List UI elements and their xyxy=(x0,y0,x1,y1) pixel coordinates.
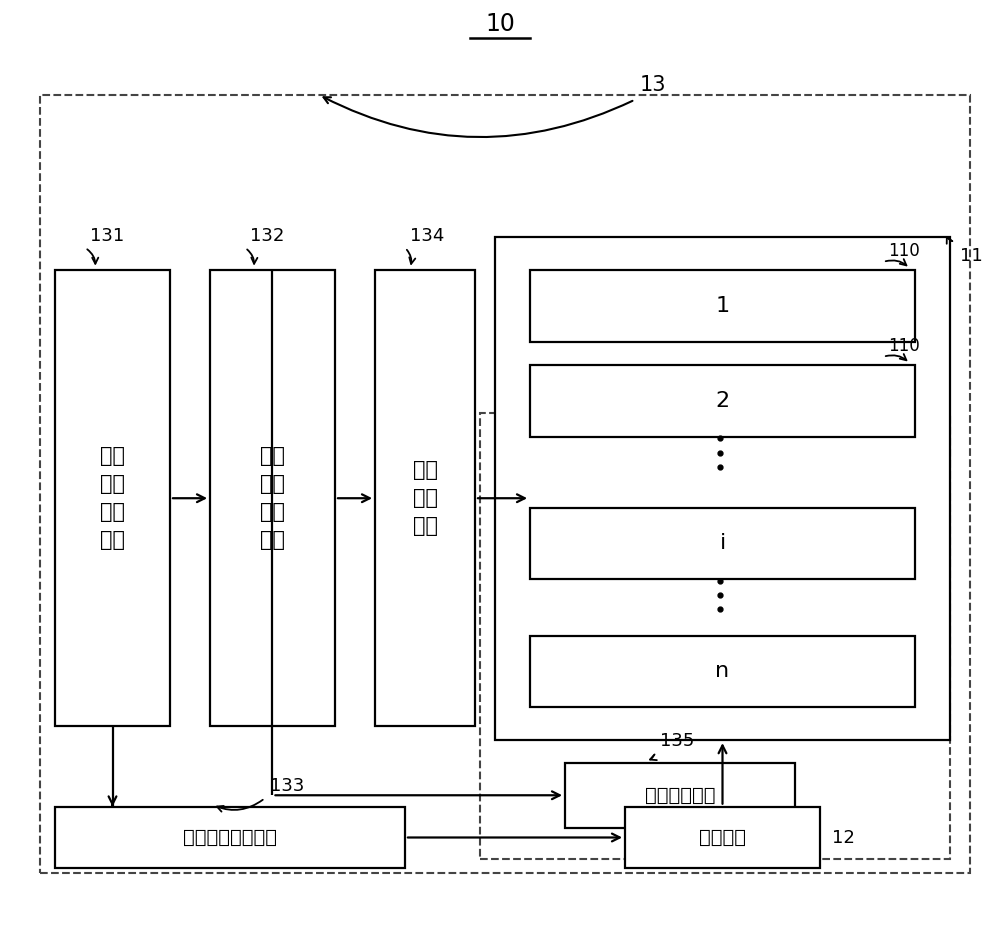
Text: i: i xyxy=(719,533,726,553)
Bar xyxy=(625,807,820,868)
Bar xyxy=(210,270,335,726)
Text: 2: 2 xyxy=(715,391,730,411)
Text: 扫描
驱动
单元: 扫描 驱动 单元 xyxy=(413,460,438,536)
Bar xyxy=(530,508,915,579)
Text: 132: 132 xyxy=(250,227,284,245)
Bar xyxy=(530,270,915,342)
Text: 12: 12 xyxy=(832,829,855,847)
Text: 1: 1 xyxy=(715,296,730,316)
Bar xyxy=(375,270,475,726)
Bar xyxy=(530,365,915,437)
Text: 110: 110 xyxy=(888,242,920,260)
Text: 134: 134 xyxy=(410,227,444,245)
Text: 数据驱动单元: 数据驱动单元 xyxy=(645,786,715,805)
Text: 133: 133 xyxy=(270,777,304,795)
Bar xyxy=(40,95,970,873)
Text: 控制
信号
处理
单元: 控制 信号 处理 单元 xyxy=(100,446,125,550)
Bar xyxy=(55,807,405,868)
Bar xyxy=(530,636,915,707)
Text: 10: 10 xyxy=(485,12,515,36)
Bar xyxy=(55,270,170,726)
Text: 背光信号调节单元: 背光信号调节单元 xyxy=(183,828,277,847)
Text: 13: 13 xyxy=(640,75,666,95)
Text: 135: 135 xyxy=(660,732,694,750)
Text: 11: 11 xyxy=(960,247,983,265)
Bar xyxy=(480,413,950,859)
Text: 背光模组: 背光模组 xyxy=(699,828,746,847)
Text: n: n xyxy=(715,661,730,681)
Text: 显示
信号
调节
单元: 显示 信号 调节 单元 xyxy=(260,446,285,550)
Text: 110: 110 xyxy=(888,337,920,355)
Text: 131: 131 xyxy=(90,227,124,245)
Bar xyxy=(495,237,950,740)
Bar xyxy=(565,763,795,828)
